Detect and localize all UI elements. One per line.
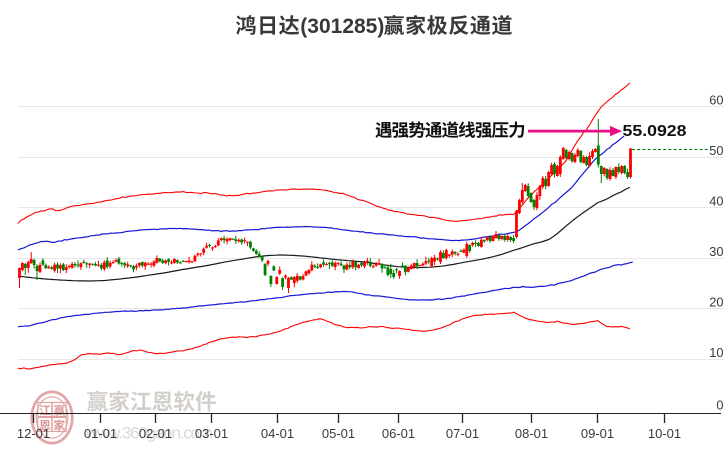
svg-text:60: 60 <box>709 93 723 108</box>
svg-text:50: 50 <box>709 143 723 158</box>
svg-text:30: 30 <box>709 244 723 259</box>
svg-text:02-01: 02-01 <box>139 426 172 441</box>
svg-text:08-01: 08-01 <box>515 426 548 441</box>
svg-text:03-01: 03-01 <box>195 426 228 441</box>
svg-text:0: 0 <box>716 398 723 413</box>
svg-text:20: 20 <box>709 295 723 310</box>
svg-text:07-01: 07-01 <box>446 426 479 441</box>
svg-text:40: 40 <box>709 194 723 209</box>
svg-text:10-01: 10-01 <box>648 426 681 441</box>
svg-text:www.360gann.com: www.360gann.com <box>85 424 213 443</box>
svg-text:12-01: 12-01 <box>17 426 50 441</box>
svg-text:04-01: 04-01 <box>261 426 294 441</box>
svg-text:10: 10 <box>709 345 723 360</box>
svg-text:05-01: 05-01 <box>322 426 355 441</box>
svg-text:(301285): (301285) <box>300 15 384 38</box>
svg-text:01-01: 01-01 <box>84 426 117 441</box>
svg-text:55.0928: 55.0928 <box>623 123 687 140</box>
svg-text:06-01: 06-01 <box>382 426 415 441</box>
svg-text:09-01: 09-01 <box>581 426 614 441</box>
